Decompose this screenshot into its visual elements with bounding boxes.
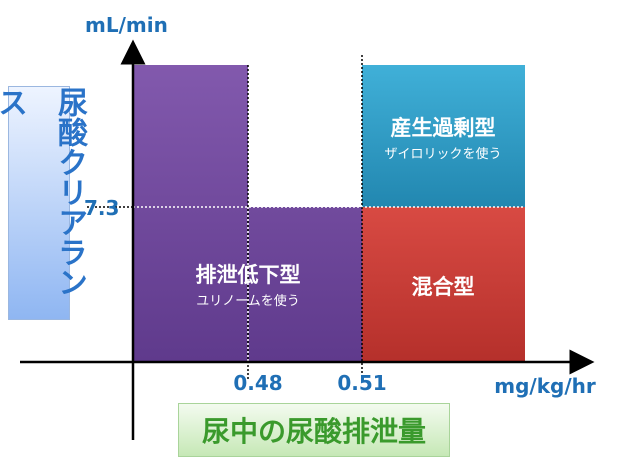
x-axis-title: 尿中の尿酸排泄量 — [178, 403, 450, 457]
blue-region — [362, 65, 525, 207]
region-note: ユリノームを使う — [196, 293, 300, 309]
x-tick: 0.51 — [337, 371, 386, 395]
y-axis-title: 尿酸クリアランス — [0, 86, 87, 320]
y-tick: 7.3 — [84, 196, 119, 220]
x-unit: mg/kg/hr — [494, 374, 596, 398]
region-title: 排泄低下型 — [196, 263, 301, 287]
region-title: 混合型 — [412, 275, 475, 299]
region-title: 産生過剰型 — [391, 116, 496, 140]
region-note: ザイロリックを使う — [384, 146, 501, 162]
y-unit: mL/min — [85, 13, 168, 37]
x-tick: 0.48 — [233, 371, 282, 395]
red-region — [362, 207, 525, 362]
